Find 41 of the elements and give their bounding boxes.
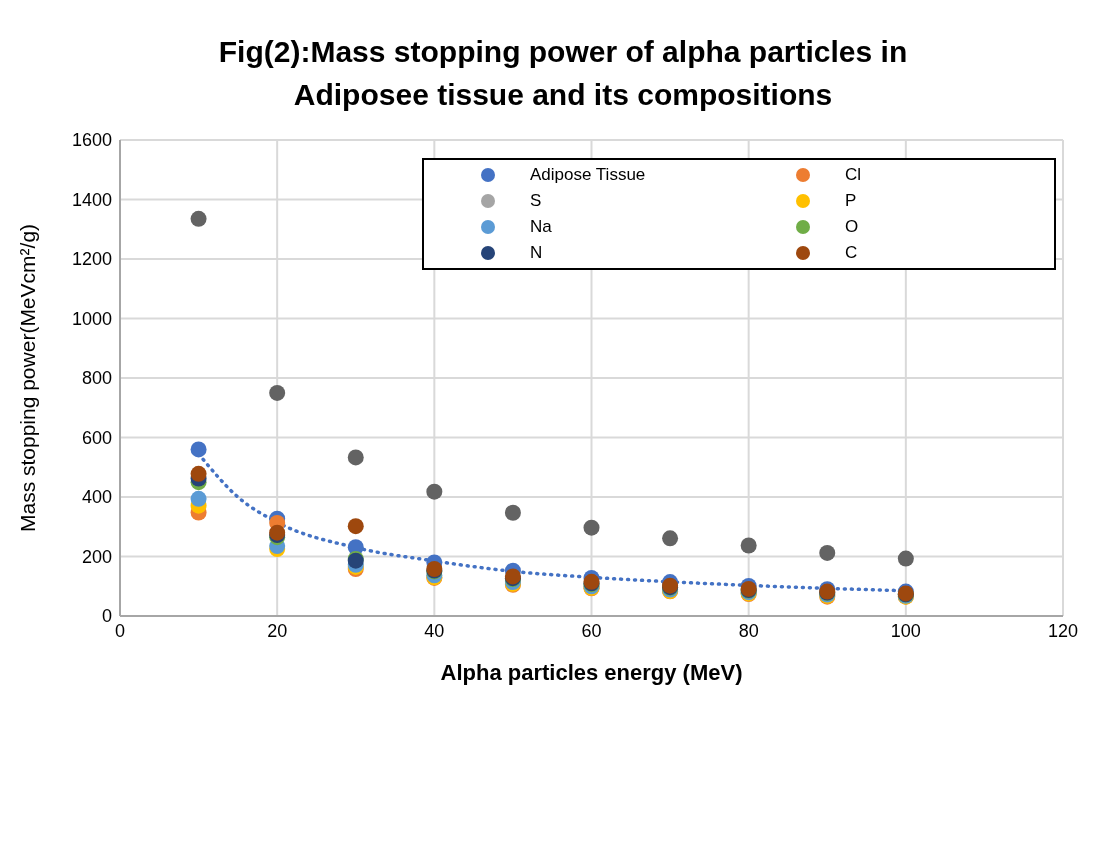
point [347, 518, 364, 535]
y-tick-label: 0 [101, 606, 112, 627]
y-tick-label: 800 [81, 368, 112, 389]
x-tick-label: 60 [581, 620, 602, 641]
legend-label: Adipose Tissue [530, 165, 646, 185]
y-axis-title: Mass stopping power(MeVcm²/g) [16, 223, 40, 533]
y-tick-label: 1600 [71, 130, 112, 151]
point [190, 210, 207, 227]
y-tick-label: 400 [81, 487, 112, 508]
legend-label: C [845, 243, 858, 263]
y-tick-label: 1400 [71, 189, 112, 210]
x-tick-label: 100 [890, 620, 921, 641]
point [190, 490, 207, 507]
point [819, 544, 836, 561]
legend-label: Cl [845, 165, 862, 185]
x-tick-label: 0 [114, 620, 126, 641]
point [504, 504, 521, 521]
legend-label: P [845, 191, 857, 211]
point [740, 537, 757, 554]
legend-label: Na [530, 217, 552, 237]
chart-title: Fig(2):Mass stopping power of alpha particles in Adiposee tissue and its compositions [217, 34, 909, 113]
legend-label: O [845, 217, 859, 237]
point [583, 519, 600, 536]
point [190, 441, 207, 458]
point [897, 550, 914, 567]
y-tick-label: 600 [81, 427, 112, 448]
x-tick-label: 20 [267, 620, 288, 641]
point [347, 449, 364, 466]
x-tick-label: 80 [738, 620, 759, 641]
point [426, 483, 443, 500]
x-tick-label: 40 [424, 620, 445, 641]
x-tick-label: 120 [1047, 620, 1079, 641]
legend-label: N [530, 243, 543, 263]
point [269, 384, 286, 401]
y-tick-label: 1000 [71, 308, 112, 329]
point [190, 465, 207, 482]
y-tick-label: 200 [81, 546, 112, 567]
point [662, 530, 679, 547]
y-tick-label: 1200 [71, 249, 112, 270]
legend-label: S [530, 191, 542, 211]
x-axis-title: Alpha particles energy (MeV) [440, 660, 743, 685]
